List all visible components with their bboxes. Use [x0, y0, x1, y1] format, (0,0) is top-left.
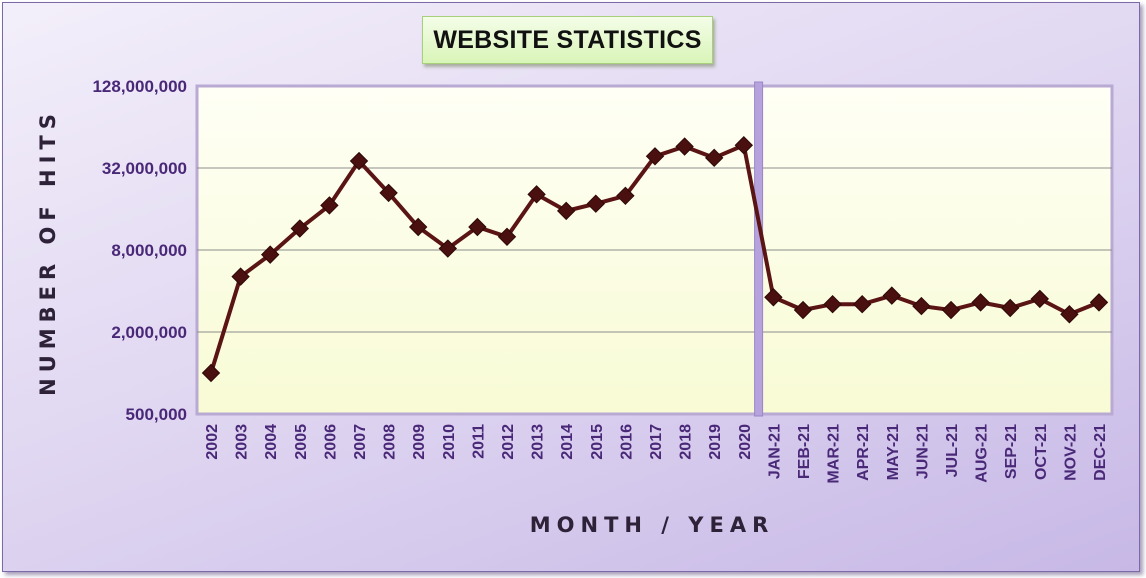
x-tick-label: 2010: [441, 424, 458, 460]
data-point: [201, 363, 221, 383]
x-axis-title: MONTH / YEAR: [530, 513, 775, 537]
x-tick-label: SEP-21: [1003, 424, 1020, 479]
data-point: [468, 217, 487, 237]
x-tick-label: AUG-21: [974, 424, 991, 483]
x-tick-label: 2004: [263, 424, 280, 460]
x-tick-label: FEB-21: [796, 424, 813, 479]
x-tick-label: 2007: [352, 424, 369, 460]
data-point: [1000, 298, 1020, 318]
x-tick-label: 2018: [678, 424, 695, 460]
data-point: [408, 217, 428, 237]
data-point: [734, 136, 754, 155]
x-tick-label: 2009: [411, 424, 428, 460]
data-point: [1030, 289, 1050, 309]
y-axis-title: NUMBER OF HITS: [36, 108, 60, 396]
x-tick-label: MAR-21: [826, 424, 843, 484]
data-point: [320, 196, 339, 215]
x-tick-label: DEC-21: [1092, 424, 1109, 481]
data-point: [971, 293, 990, 312]
x-tick-label: 2003: [234, 424, 251, 460]
x-tick-label: JUN-21: [914, 424, 931, 479]
data-point: [1060, 305, 1079, 324]
data-point: [912, 296, 931, 316]
data-point: [852, 294, 872, 314]
x-tick-label: 2002: [204, 424, 221, 460]
data-point: [349, 151, 369, 171]
chart-title: WEBSITE STATISTICS: [422, 16, 713, 64]
x-tick-label: 2014: [559, 424, 576, 460]
y-tick-label: 2,000,000: [111, 323, 187, 342]
data-point: [764, 288, 783, 307]
x-tick-label: APR-21: [855, 424, 872, 481]
x-tick-label: JAN-21: [766, 424, 783, 479]
data-point: [379, 183, 398, 203]
x-tick-label: 2015: [589, 424, 606, 460]
x-tick-label: 2013: [530, 424, 547, 460]
y-tick-label: 500,000: [126, 405, 187, 424]
data-point: [704, 148, 724, 168]
data-point: [556, 201, 576, 221]
data-point: [882, 286, 902, 305]
data-point: [793, 300, 813, 320]
y-tick-label: 128,000,000: [92, 77, 187, 96]
data-point: [438, 239, 458, 258]
x-tick-label: 2006: [322, 424, 339, 460]
data-point: [675, 137, 694, 156]
x-tick-label: 2017: [648, 424, 665, 460]
data-point: [1089, 293, 1109, 312]
data-point: [616, 186, 635, 206]
y-tick-label: 8,000,000: [111, 241, 187, 260]
x-tick-label: MAY-21: [885, 424, 902, 480]
x-tick-label: OCT-21: [1033, 424, 1050, 480]
data-point: [260, 245, 280, 264]
data-point: [823, 294, 842, 314]
x-tick-label: 2019: [707, 424, 724, 460]
data-point: [497, 227, 517, 247]
data-point: [941, 300, 961, 320]
x-tick-label: NOV-21: [1062, 424, 1079, 481]
data-point: [586, 194, 606, 213]
x-tick-label: 2020: [737, 424, 754, 460]
data-point: [645, 147, 665, 166]
x-tick-label: 2012: [500, 424, 517, 460]
yearly-monthly-divider: [754, 81, 764, 417]
x-tick-label: 2008: [382, 424, 399, 460]
x-tick-label: 2016: [618, 424, 635, 460]
x-tick-label: 2005: [293, 424, 310, 460]
data-point: [290, 219, 310, 238]
data-point: [231, 267, 250, 286]
x-tick-label: JUL-21: [944, 424, 961, 477]
data-point: [527, 185, 546, 204]
x-tick-label: 2011: [470, 424, 487, 459]
y-tick-label: 32,000,000: [102, 159, 187, 178]
